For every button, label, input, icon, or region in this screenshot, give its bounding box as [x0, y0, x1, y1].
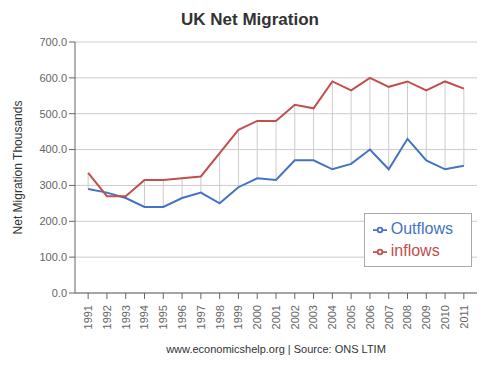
svg-text:2000: 2000 [251, 305, 263, 329]
svg-text:2008: 2008 [401, 305, 413, 329]
svg-text:1993: 1993 [120, 305, 132, 329]
svg-text:2011: 2011 [458, 305, 470, 329]
svg-text:500.0: 500.0 [39, 108, 67, 120]
svg-text:2007: 2007 [383, 305, 395, 329]
svg-text:2002: 2002 [289, 305, 301, 329]
svg-text:www.economicshelp.org | Source: www.economicshelp.org | Source: ONS LTIM [165, 343, 386, 355]
svg-text:2010: 2010 [439, 305, 451, 329]
svg-text:0.0: 0.0 [52, 287, 67, 299]
svg-text:Net Migration Thousands: Net Migration Thousands [11, 101, 25, 235]
svg-text:1991: 1991 [82, 305, 94, 329]
svg-text:2003: 2003 [307, 305, 319, 329]
svg-text:100.0: 100.0 [39, 251, 67, 263]
svg-text:1998: 1998 [213, 305, 225, 329]
svg-text:1996: 1996 [176, 305, 188, 329]
html-text:UK Net Migration: UK Net Migration [181, 10, 319, 29]
html-text:inflows: inflows [390, 242, 440, 259]
svg-text:2006: 2006 [364, 305, 376, 329]
svg-text:700.0: 700.0 [39, 36, 67, 48]
svg-text:1995: 1995 [157, 305, 169, 329]
svg-text:1994: 1994 [138, 305, 150, 329]
svg-text:300.0: 300.0 [39, 179, 67, 191]
svg-text:2001: 2001 [270, 305, 282, 329]
html-text:Outflows: Outflows [390, 220, 453, 237]
svg-text:200.0: 200.0 [39, 215, 67, 227]
svg-text:2005: 2005 [345, 305, 357, 329]
svg-text:2009: 2009 [420, 305, 432, 329]
svg-text:1992: 1992 [101, 305, 113, 329]
svg-text:2004: 2004 [326, 305, 338, 329]
svg-text:400.0: 400.0 [39, 143, 67, 155]
svg-text:600.0: 600.0 [39, 72, 67, 84]
svg-text:1999: 1999 [232, 305, 244, 329]
svg-text:1997: 1997 [195, 305, 207, 329]
